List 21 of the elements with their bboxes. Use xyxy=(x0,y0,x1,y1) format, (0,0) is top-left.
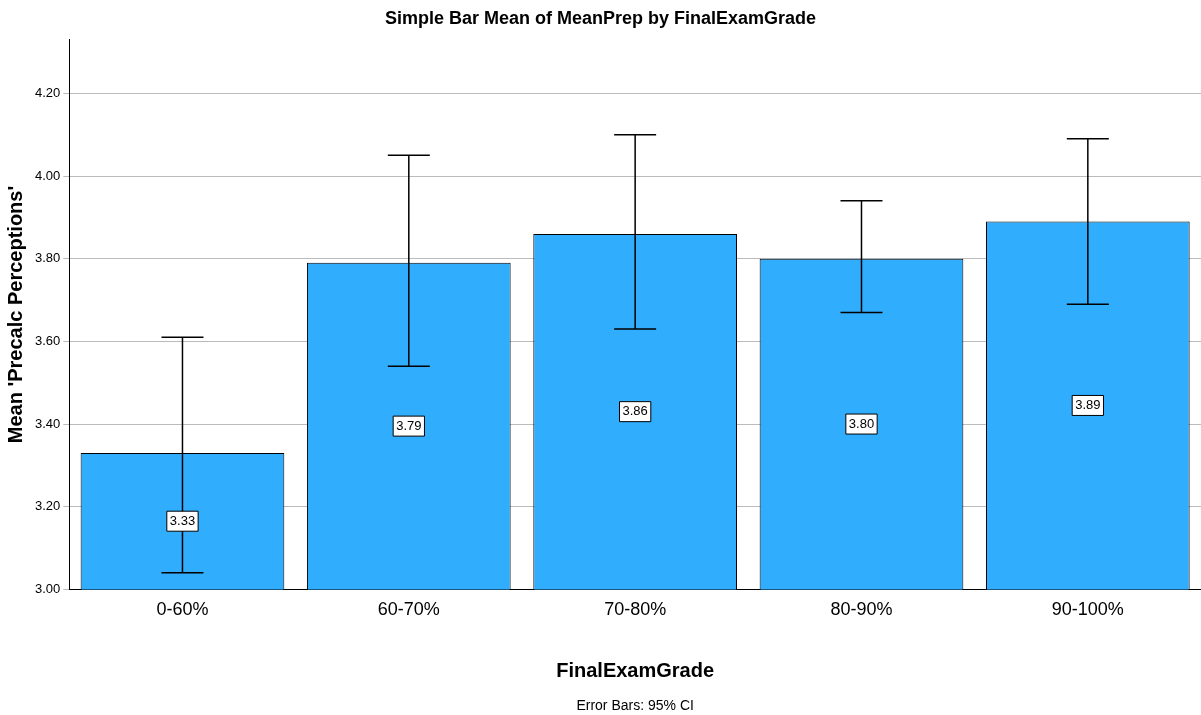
data-label: 3.86 xyxy=(622,403,648,419)
x-axis-title: FinalExamGrade xyxy=(556,658,715,681)
y-tick-label: 3.60 xyxy=(34,332,61,348)
x-tick-label: 90-100% xyxy=(1051,599,1124,620)
text: Error Bars: 95% CI xyxy=(576,697,694,713)
x-tick-label: 60-70% xyxy=(377,599,440,620)
y-axis-title: Mean 'Precalc Perceptions' xyxy=(3,185,26,444)
x-tick-label: 80-90% xyxy=(830,599,893,620)
y-tick-label: 3.20 xyxy=(34,498,61,514)
y-tick-label: 4.20 xyxy=(34,84,61,100)
y-tick-label: 3.80 xyxy=(34,250,61,266)
data-label: 3.79 xyxy=(396,417,422,433)
chart-title: Simple Bar Mean of MeanPrep by FinalExamGrade xyxy=(384,7,817,28)
y-tick-label: 4.00 xyxy=(34,167,61,183)
x-tick-label: 70-80% xyxy=(604,599,667,620)
x-tick-label: 0-60% xyxy=(156,599,209,620)
y-tick-label: 3.40 xyxy=(34,415,61,431)
data-label: 3.89 xyxy=(1075,397,1101,413)
data-label: 3.80 xyxy=(848,415,875,431)
y-tick-label: 3.00 xyxy=(34,580,61,596)
data-label: 3.33 xyxy=(169,512,196,528)
